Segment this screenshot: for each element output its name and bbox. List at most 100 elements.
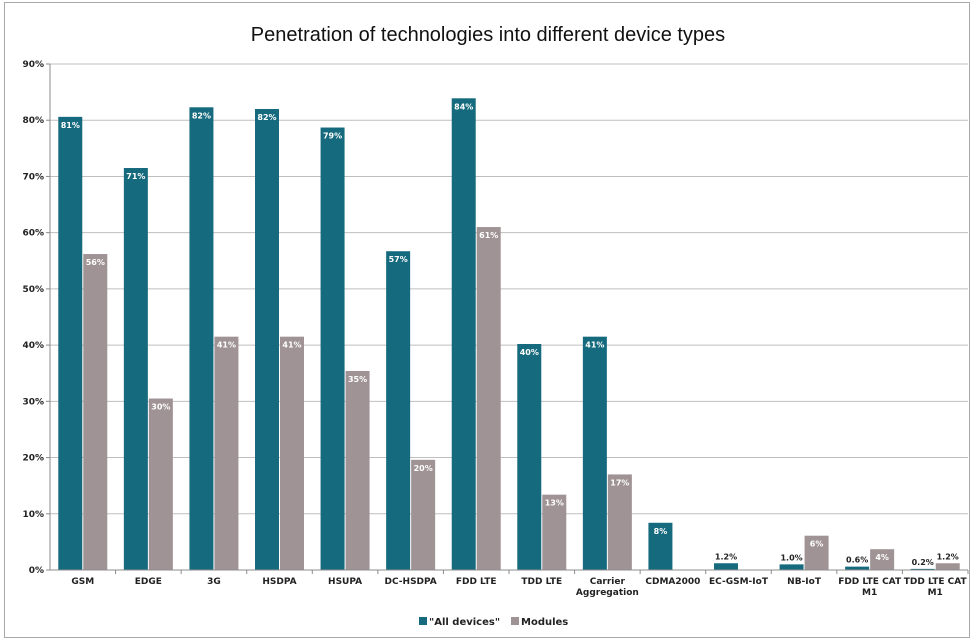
bar-all-devices — [910, 568, 935, 570]
data-label: 57% — [389, 255, 408, 264]
chart-title: Penetration of technologies into differe… — [251, 24, 725, 46]
data-label: 17% — [610, 478, 629, 487]
bar-chart: Penetration of technologies into differe… — [22, 24, 969, 628]
bar-modules — [935, 563, 960, 570]
bar-all-devices — [582, 336, 607, 570]
x-tick-label: HSDPA — [262, 577, 296, 587]
x-tick-label-line: TDD LTE CAT — [904, 577, 968, 587]
y-tick-label: 50% — [22, 285, 44, 295]
data-label: 0.2% — [912, 558, 934, 567]
data-label: 1.0% — [780, 553, 802, 562]
data-label: 1.2% — [937, 552, 959, 561]
bar-all-devices — [255, 108, 279, 570]
x-tick-label-line: GSM — [71, 577, 94, 587]
data-label: 82% — [257, 113, 276, 122]
x-tick-label: DC-HSDPA — [385, 577, 437, 587]
chart-frame: Penetration of technologies into differe… — [4, 2, 970, 638]
y-tick-label: 0% — [29, 566, 44, 576]
x-tick-label-line: M1 — [862, 588, 877, 598]
x-tick-label-line: 3G — [207, 577, 221, 587]
x-tick-label-line: Carrier — [590, 577, 626, 587]
x-tick-label-line: EC-GSM-IoT — [709, 577, 769, 587]
data-label: 13% — [545, 499, 564, 508]
x-tick-label-line: FDD LTE — [456, 577, 497, 587]
y-tick-label: 60% — [22, 229, 44, 239]
x-tick-label: Carrier Aggregation — [576, 577, 639, 598]
legend-label-modules: Modules — [521, 617, 568, 628]
data-label: 41% — [217, 341, 236, 350]
data-label: 79% — [323, 132, 342, 141]
data-label: 35% — [348, 375, 367, 384]
bar-modules — [83, 254, 108, 570]
bar-all-devices — [517, 343, 542, 570]
data-label: 40% — [520, 348, 539, 357]
y-tick-label: 30% — [22, 397, 44, 407]
x-tick-label: FDD LTE CAT M1 — [838, 577, 902, 598]
data-labels: 81% 56% 71% 30% 82% 41% 82% 41% 79% 35% 57% 20% 84% 6… — [61, 102, 959, 567]
data-label: 4% — [875, 553, 889, 562]
x-tick-label-line: Aggregation — [576, 588, 639, 598]
bar-all-devices — [320, 127, 345, 570]
x-tick-label-line: DC-HSDPA — [385, 577, 437, 587]
bar-modules — [148, 398, 173, 570]
bar-all-devices — [58, 116, 83, 571]
data-label: 6% — [810, 540, 824, 549]
y-tick-label: 90% — [22, 60, 44, 70]
data-label: 61% — [479, 231, 498, 240]
bar-all-devices — [779, 564, 804, 570]
bar-modules — [214, 336, 239, 570]
data-label: 41% — [585, 341, 604, 350]
bar-all-devices — [386, 251, 411, 570]
x-tick-label-line: EDGE — [135, 577, 162, 587]
x-tick-label: TDD LTE — [521, 577, 562, 587]
legend-label-all-devices: "All devices" — [429, 617, 500, 628]
legend-swatch-all-devices — [419, 617, 427, 625]
bar-modules — [476, 227, 501, 571]
bar-modules — [345, 370, 370, 570]
data-label: 0.6% — [846, 556, 868, 565]
data-label: 30% — [151, 403, 170, 412]
bar-all-devices — [714, 563, 738, 570]
data-label: 82% — [192, 111, 211, 120]
bar-all-devices — [451, 98, 476, 570]
bar-modules — [804, 535, 829, 570]
x-tick-label: NB-IoT — [787, 577, 822, 587]
y-tick-label: 10% — [22, 510, 44, 520]
x-tick-label: GSM — [71, 577, 94, 587]
x-tick-label: CDMA2000 — [645, 577, 700, 587]
bar-modules — [280, 336, 304, 570]
x-tick-label: EC-GSM-IoT — [709, 577, 769, 587]
bar-all-devices — [123, 168, 148, 570]
data-label: 8% — [654, 527, 668, 536]
data-label: 81% — [61, 121, 80, 130]
bar-modules — [542, 494, 567, 570]
gridlines — [50, 63, 968, 515]
y-tick-label: 70% — [22, 172, 44, 182]
x-tick-label-line: M1 — [928, 588, 943, 598]
x-tick-label-line: CDMA2000 — [645, 577, 700, 587]
x-tick-label: TDD LTE CAT M1 — [904, 577, 968, 598]
legend-swatch-modules — [511, 617, 519, 625]
legend: "All devices" Modules — [419, 617, 568, 628]
bar-all-devices — [648, 522, 673, 570]
x-tick-label-line: TDD LTE — [521, 577, 562, 587]
data-label: 41% — [282, 341, 301, 350]
y-tick-label: 80% — [22, 116, 44, 126]
y-tick-label: 20% — [22, 454, 44, 464]
data-label: 71% — [126, 172, 145, 181]
bar-all-devices — [845, 566, 870, 570]
bar-all-devices — [189, 107, 214, 571]
bars — [58, 98, 960, 571]
data-label: 56% — [86, 258, 105, 267]
x-tick-label: FDD LTE — [456, 577, 497, 587]
x-tick-label-line: FDD LTE CAT — [838, 577, 902, 587]
x-tick-label: EDGE — [135, 577, 162, 587]
bar-modules — [607, 474, 632, 570]
data-label: 20% — [414, 464, 433, 473]
data-label: 1.2% — [715, 552, 737, 561]
x-tick-label-line: HSDPA — [262, 577, 296, 587]
x-tick-label: HSUPA — [328, 577, 362, 587]
axes: 0% 10% 20% 30% 40% 50% 60% 70% 80% 90% GSM EDGE 3G HS… — [22, 60, 969, 598]
x-tick-label-line: NB-IoT — [787, 577, 822, 587]
y-tick-label: 40% — [22, 341, 44, 351]
